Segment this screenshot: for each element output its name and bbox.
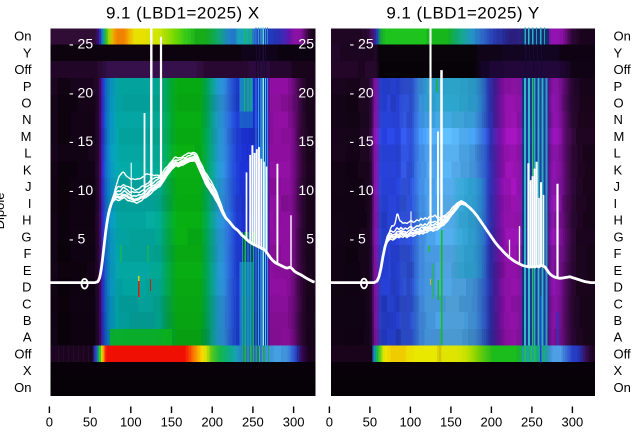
svg-text:- 25: - 25	[350, 36, 374, 52]
svg-text:- 15: - 15	[350, 133, 374, 149]
svg-text:Off: Off	[614, 62, 631, 77]
svg-text:M: M	[614, 129, 625, 144]
svg-text:100: 100	[120, 415, 142, 430]
svg-text:K: K	[23, 162, 32, 177]
svg-text:I: I	[614, 196, 618, 211]
svg-text:250: 250	[242, 415, 264, 430]
svg-text:15: 15	[298, 133, 314, 149]
svg-text:- 20: - 20	[350, 84, 374, 100]
svg-text:G: G	[21, 229, 31, 244]
svg-text:- 20: - 20	[69, 84, 93, 100]
svg-text:Off: Off	[614, 347, 631, 362]
svg-text:F: F	[614, 246, 622, 261]
svg-text:P: P	[614, 79, 623, 94]
svg-text:C: C	[614, 296, 623, 311]
svg-text:Y: Y	[614, 45, 623, 60]
svg-text:O: O	[21, 96, 31, 111]
svg-text:5: 5	[306, 231, 314, 247]
svg-text:K: K	[614, 162, 623, 177]
svg-text:On: On	[14, 29, 31, 44]
svg-text:X: X	[614, 363, 623, 378]
svg-text:H: H	[22, 213, 31, 228]
svg-text:- 25: - 25	[69, 36, 93, 52]
svg-text:10: 10	[298, 182, 314, 198]
svg-text:N: N	[614, 112, 623, 127]
svg-text:L: L	[614, 146, 621, 161]
svg-text:9.1 (LBD1=2025) X: 9.1 (LBD1=2025) X	[106, 4, 260, 23]
svg-text:On: On	[614, 29, 631, 44]
svg-text:100: 100	[400, 415, 422, 430]
svg-text:M: M	[21, 129, 32, 144]
svg-text:E: E	[614, 263, 623, 278]
svg-text:L: L	[24, 146, 31, 161]
svg-text:On: On	[614, 380, 631, 395]
svg-text:200: 200	[201, 415, 223, 430]
svg-text:I: I	[28, 196, 32, 211]
svg-text:Off: Off	[14, 62, 31, 77]
svg-text:- 10: - 10	[350, 182, 374, 198]
svg-text:300: 300	[562, 415, 584, 430]
svg-text:X: X	[23, 363, 32, 378]
svg-text:G: G	[614, 229, 624, 244]
svg-text:- 15: - 15	[69, 133, 93, 149]
svg-text:0: 0	[46, 415, 53, 430]
svg-text:Dipole: Dipole	[0, 193, 7, 230]
svg-text:0: 0	[326, 415, 333, 430]
svg-text:P: P	[23, 79, 32, 94]
svg-text:A: A	[614, 330, 623, 345]
svg-text:50: 50	[83, 415, 97, 430]
svg-text:- 5: - 5	[69, 231, 86, 247]
svg-text:H: H	[614, 213, 623, 228]
svg-text:Y: Y	[23, 45, 32, 60]
svg-text:J: J	[25, 179, 32, 194]
svg-text:- 5: - 5	[350, 231, 367, 247]
svg-text:On: On	[14, 380, 31, 395]
svg-text:20: 20	[298, 84, 314, 100]
svg-text:E: E	[23, 263, 32, 278]
svg-text:O: O	[614, 96, 624, 111]
svg-text:C: C	[22, 296, 31, 311]
svg-text:9.1 (LBD1=2025) Y: 9.1 (LBD1=2025) Y	[386, 4, 539, 23]
svg-text:50: 50	[363, 415, 377, 430]
svg-text:200: 200	[481, 415, 503, 430]
svg-text:300: 300	[283, 415, 305, 430]
svg-text:Off: Off	[14, 347, 31, 362]
svg-text:N: N	[22, 112, 31, 127]
svg-text:J: J	[614, 179, 621, 194]
svg-text:D: D	[22, 280, 31, 295]
svg-text:- 10: - 10	[69, 182, 93, 198]
svg-text:D: D	[614, 280, 623, 295]
svg-text:A: A	[23, 330, 32, 345]
svg-text:250: 250	[521, 415, 543, 430]
svg-text:B: B	[614, 313, 623, 328]
svg-text:B: B	[23, 313, 32, 328]
svg-text:150: 150	[440, 415, 462, 430]
svg-text:25: 25	[298, 36, 314, 52]
svg-text:150: 150	[161, 415, 183, 430]
svg-text:F: F	[24, 246, 32, 261]
